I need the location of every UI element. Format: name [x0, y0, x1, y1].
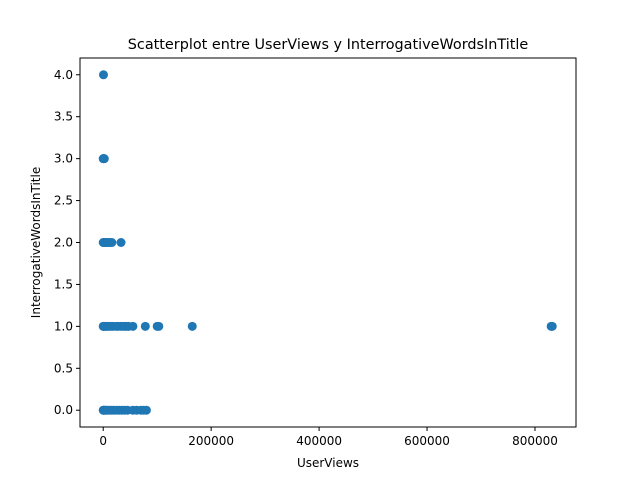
data-point [154, 321, 164, 331]
y-tick-label: 3.0 [54, 152, 73, 166]
chart-title: Scatterplot entre UserViews y Interrogat… [128, 37, 529, 53]
data-point [99, 154, 109, 164]
data-point [547, 321, 557, 331]
data-point [98, 70, 108, 80]
y-tick-label: 1.5 [54, 277, 73, 291]
y-tick-label: 4.0 [54, 68, 73, 82]
data-point [116, 238, 126, 247]
data-point [128, 321, 138, 331]
y-tick-label: 2.0 [54, 236, 73, 250]
x-axis-label: UserViews [297, 456, 359, 470]
y-tick-label: 3.5 [54, 110, 73, 124]
x-tick-label: 0 [99, 434, 107, 448]
x-tick-label: 400000 [296, 434, 342, 448]
x-tick-label: 600000 [404, 434, 450, 448]
x-axis-ticks: 0 200000 400000 600000 800000 [99, 427, 558, 448]
data-point [187, 321, 197, 331]
data-point [107, 238, 117, 247]
data-point [141, 405, 151, 415]
x-tick-label: 200000 [188, 434, 234, 448]
y-axis-label: InterrogativeWordsInTitle [29, 167, 43, 318]
data-points [98, 70, 557, 415]
y-axis-ticks: 0.0 0.5 1.0 1.5 2.0 2.5 3.0 3.5 4.0 [54, 68, 80, 417]
y-tick-label: 0.5 [54, 361, 73, 375]
y-tick-label: 0.0 [54, 403, 73, 417]
y-tick-label: 1.0 [54, 319, 73, 333]
plot-frame [79, 57, 577, 428]
y-tick-label: 2.5 [54, 194, 73, 208]
data-point [140, 321, 150, 331]
x-tick-label: 800000 [512, 434, 558, 448]
